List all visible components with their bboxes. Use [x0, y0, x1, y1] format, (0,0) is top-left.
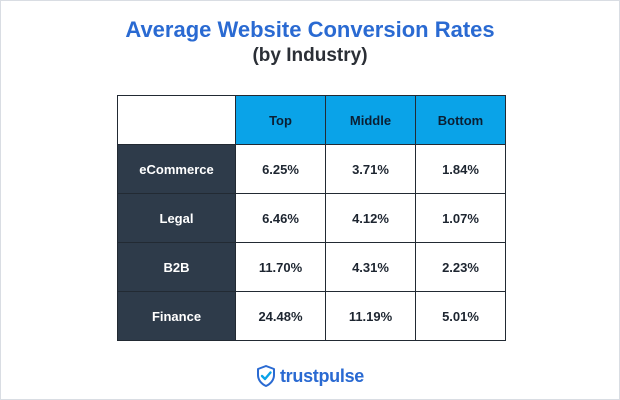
table-cell: 11.19%	[325, 291, 416, 341]
row-header: B2B	[117, 242, 236, 292]
brand-logo: trustpulse	[0, 365, 620, 387]
conversion-rates-table: Top Middle Bottom eCommerce 6.25% 3.71% …	[117, 95, 506, 341]
table-cell: 5.01%	[415, 291, 506, 341]
header-row: Top Middle Bottom	[117, 95, 506, 145]
table-cell: 4.31%	[325, 242, 416, 292]
corner-cell	[117, 95, 236, 145]
table-row: eCommerce 6.25% 3.71% 1.84%	[117, 144, 506, 194]
table-cell: 11.70%	[235, 242, 326, 292]
table-cell: 2.23%	[415, 242, 506, 292]
row-header: Finance	[117, 291, 236, 341]
table-cell: 3.71%	[325, 144, 416, 194]
table-cell: 24.48%	[235, 291, 326, 341]
table-row: Legal 6.46% 4.12% 1.07%	[117, 193, 506, 243]
column-header-top: Top	[235, 95, 326, 145]
row-header: Legal	[117, 193, 236, 243]
table-row: B2B 11.70% 4.31% 2.23%	[117, 242, 506, 292]
table-cell: 1.84%	[415, 144, 506, 194]
column-header-middle: Middle	[325, 95, 416, 145]
brand-name: trustpulse	[279, 365, 364, 386]
row-header: eCommerce	[117, 144, 236, 194]
table-cell: 1.07%	[415, 193, 506, 243]
table-cell: 4.12%	[325, 193, 416, 243]
chart-title: Average Website Conversion Rates	[125, 17, 495, 42]
chart-subtitle: (by Industry)	[252, 45, 368, 66]
table-row: Finance 24.48% 11.19% 5.01%	[117, 291, 506, 341]
shield-check-icon	[256, 365, 276, 387]
table-cell: 6.46%	[235, 193, 326, 243]
column-header-bottom: Bottom	[415, 95, 506, 145]
table-cell: 6.25%	[235, 144, 326, 194]
